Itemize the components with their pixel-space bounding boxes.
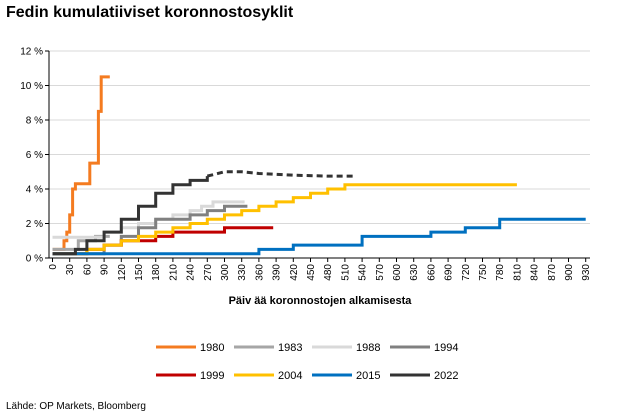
y-tick-label-6: 12 % (20, 47, 43, 58)
legend-label-2015: 2015 (356, 370, 380, 382)
legend-label-1994: 1994 (434, 342, 458, 354)
x-tick-label-14: 420 (289, 264, 300, 281)
x-tick-label-26: 780 (495, 264, 506, 281)
x-tick-label-21: 630 (409, 264, 420, 281)
x-tick-label-20: 600 (392, 264, 403, 281)
x-tick-label-4: 120 (117, 264, 128, 281)
x-tick-label-3: 90 (100, 264, 111, 276)
y-tick-label-2: 4 % (26, 185, 43, 196)
x-tick-label-24: 720 (461, 264, 472, 281)
legend-label-1988: 1988 (356, 342, 380, 354)
axes: 0 % 2 % 4 % 6 % 8 % 10 % 12 % 0 30 60 90 120 150 180 2… (20, 47, 592, 281)
x-tick-label-23: 690 (444, 264, 455, 281)
x-tick-label-1: 30 (65, 264, 76, 276)
source-note: Lähde: OP Markets, Bloomberg (6, 401, 146, 412)
x-tick-label-30: 900 (564, 264, 575, 281)
y-tick-label-4: 8 % (26, 116, 43, 127)
legend: 1980 1983 1988 1994 1999 2004 2015 2022 (156, 342, 458, 382)
x-tick-label-31: 930 (581, 264, 592, 281)
x-tick-label-18: 540 (358, 264, 369, 281)
gridlines (49, 50, 590, 224)
x-tick-label-6: 180 (151, 264, 162, 281)
y-tick-label-1: 2 % (26, 219, 43, 230)
series-line-1980 (52, 75, 110, 251)
x-tick-label-22: 660 (426, 264, 437, 281)
series-line-2022 (52, 176, 209, 256)
series-line-2004 (52, 183, 517, 256)
legend-label-1999: 1999 (200, 370, 224, 382)
x-tick-label-28: 840 (530, 264, 541, 281)
chart-title: Fedin kumulatiiviset koronnostosyklit (6, 4, 294, 21)
x-tick-label-11: 330 (237, 264, 248, 281)
x-tick-label-2: 60 (82, 264, 93, 276)
legend-label-1980: 1980 (200, 342, 224, 354)
x-tick-label-19: 570 (375, 264, 386, 281)
x-tick-label-12: 360 (254, 264, 265, 281)
y-tick-label-5: 10 % (20, 81, 43, 92)
series-lines (52, 75, 586, 256)
x-tick-label-15: 450 (306, 264, 317, 281)
x-tick-label-27: 810 (512, 264, 523, 281)
legend-label-1983: 1983 (278, 342, 302, 354)
x-axis-label: Päiv ää koronnostojen alkamisesta (229, 295, 413, 307)
y-tick-label-0: 0 % (26, 254, 43, 265)
series-line-1994 (52, 204, 248, 256)
y-tick-label-3: 6 % (26, 150, 43, 161)
x-tick-label-17: 510 (340, 264, 351, 281)
x-tick-label-7: 210 (168, 264, 179, 281)
x-tick-label-10: 300 (220, 264, 231, 281)
series-line-2022-forecast (206, 170, 357, 178)
series-line-2015 (52, 217, 586, 256)
legend-label-2004: 2004 (278, 370, 302, 382)
x-tick-label-8: 240 (186, 264, 197, 281)
x-tick-label-13: 390 (272, 264, 283, 281)
legend-label-2022: 2022 (434, 370, 458, 382)
x-tick-label-5: 150 (134, 264, 145, 281)
x-tick-label-16: 480 (323, 264, 334, 281)
x-tick-label-0: 0 (48, 264, 59, 270)
x-tick-label-25: 750 (478, 264, 489, 281)
x-tick-label-9: 270 (203, 264, 214, 281)
x-tick-label-29: 870 (547, 264, 558, 281)
